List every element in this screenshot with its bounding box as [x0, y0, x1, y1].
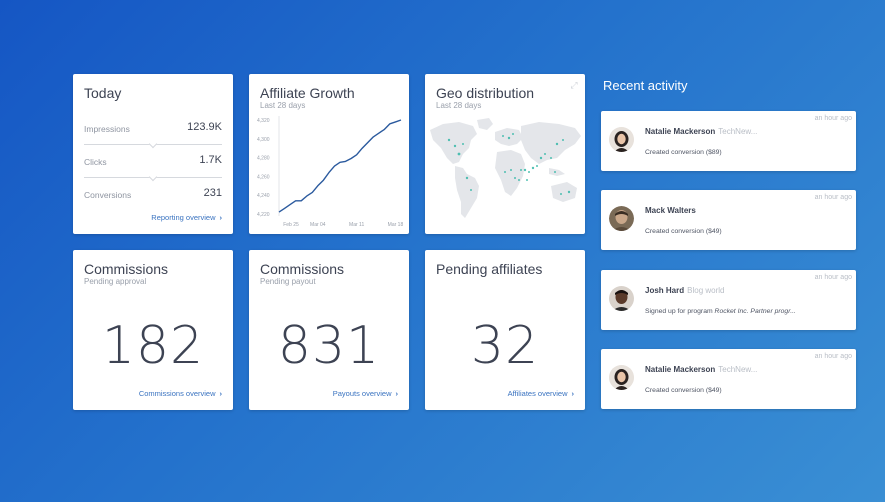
program-name: Rocket Inc. Partner progr... [714, 308, 796, 315]
user-name: Natalie Mackerson [645, 365, 716, 374]
user-name: Natalie Mackerson [645, 127, 716, 136]
avatar [609, 365, 634, 390]
card-subtitle: Pending payout [260, 277, 316, 286]
y-tick-label: 4,220 [257, 212, 270, 218]
growth-line-chart: 4,220 4,240 4,260 4,280 4,300 4,320 Feb 25 Mar … [257, 116, 404, 228]
stat-conversions: Conversions 231 [84, 187, 222, 201]
pending-affiliates-count: 32 [470, 316, 540, 376]
desc-text: Signed up for program [645, 308, 715, 315]
affiliate-growth-card: Affiliate Growth Last 28 days 4,220 4,240… [249, 74, 409, 234]
activity-name: Mack Walters [645, 206, 699, 215]
activity-item[interactable]: an hour ago Natalie Mackerson TechNew... … [601, 111, 856, 171]
map-region-greenland [477, 118, 493, 130]
company-name: Blog world [687, 286, 725, 295]
card-title: Pending affiliates [436, 261, 543, 277]
commissions-approval-card: Commissions Pending approval 182 Commiss… [73, 250, 233, 410]
divider-notch [148, 172, 158, 182]
stat-impressions: Impressions 123.9K [84, 121, 222, 135]
y-tick-label: 4,320 [257, 118, 270, 124]
avatar [609, 286, 634, 311]
map-region-se-asia [549, 168, 565, 176]
expand-icon[interactable]: ⤢ [570, 80, 578, 90]
geo-subtitle: Last 28 days [436, 101, 482, 110]
x-tick-label: Mar 04 [310, 222, 326, 228]
payouts-overview-link[interactable]: Payouts overview › [333, 389, 398, 398]
geo-title: Geo distribution [436, 85, 535, 101]
commissions-approval-count: 182 [101, 316, 205, 376]
stat-label: Impressions [84, 124, 130, 134]
stat-value: 123.9K [187, 121, 222, 133]
map-region-africa [495, 150, 525, 196]
x-tick-label: Mar 11 [349, 222, 364, 228]
company-name: TechNew... [718, 365, 758, 374]
chevron-right-icon: › [219, 213, 223, 222]
activity-item[interactable]: an hour ago Josh Hard Blog world Signed u… [601, 270, 856, 330]
stat-value: 1.7K [199, 154, 222, 166]
activity-name: Josh Hard Blog world [645, 286, 724, 295]
link-label: Payouts overview [332, 389, 392, 398]
map-region-north-america [430, 122, 477, 164]
card-subtitle: Pending approval [84, 277, 147, 286]
card-title: Commissions [84, 261, 169, 277]
chevron-right-icon: › [219, 389, 223, 398]
activity-description: Created conversion ($89) [645, 149, 722, 156]
user-name: Josh Hard [645, 286, 685, 295]
y-tick-label: 4,300 [257, 137, 270, 143]
stat-value: 231 [203, 187, 222, 199]
series-line [278, 119, 402, 213]
card-title: Commissions [260, 261, 345, 277]
activity-description: Created conversion ($49) [645, 387, 722, 394]
recent-activity-title: Recent activity [603, 78, 688, 93]
affiliates-overview-link[interactable]: Affiliates overview › [508, 389, 574, 398]
geo-distribution-card: Geo distribution Last 28 days ⤢ [425, 74, 585, 234]
commissions-payout-count: 831 [277, 316, 381, 376]
activity-time: an hour ago [814, 194, 852, 201]
reporting-overview-link[interactable]: Reporting overview › [151, 213, 222, 222]
today-card: Today Impressions 123.9K Clicks 1.7K Con… [73, 74, 233, 234]
map-dots [447, 133, 571, 195]
y-tick-label: 4,260 [257, 174, 270, 180]
activity-time: an hour ago [814, 115, 852, 122]
x-tick-label: Mar 18 [388, 222, 404, 228]
company-name: TechNew... [718, 127, 758, 136]
commissions-payout-card: Commissions Pending payout 831 Payouts o… [249, 250, 409, 410]
world-map [430, 118, 581, 218]
y-tick-label: 4,280 [257, 156, 270, 162]
user-name: Mack Walters [645, 206, 696, 215]
avatar [609, 127, 634, 152]
map-region-south-america [455, 166, 479, 218]
link-label: Affiliates overview [507, 389, 568, 398]
map-region-asia [521, 122, 581, 164]
today-title: Today [84, 85, 122, 101]
activity-time: an hour ago [814, 274, 852, 281]
x-tick-label: Feb 25 [283, 222, 299, 228]
activity-time: an hour ago [814, 353, 852, 360]
activity-item[interactable]: an hour ago Mack Walters Created convers… [601, 190, 856, 250]
activity-item[interactable]: an hour ago Natalie Mackerson TechNew... … [601, 349, 856, 409]
chevron-right-icon: › [571, 389, 575, 398]
avatar [609, 206, 634, 231]
activity-description: Created conversion ($49) [645, 228, 722, 235]
commissions-overview-link[interactable]: Commissions overview › [139, 389, 222, 398]
growth-title: Affiliate Growth [260, 85, 355, 101]
divider-notch [148, 139, 158, 149]
y-tick-label: 4,240 [257, 193, 270, 199]
stat-label: Clicks [84, 157, 107, 167]
growth-subtitle: Last 28 days [260, 101, 306, 110]
stat-clicks: Clicks 1.7K [84, 154, 222, 168]
activity-name: Natalie Mackerson TechNew... [645, 127, 757, 136]
activity-description: Signed up for program Rocket Inc. Partne… [645, 308, 796, 315]
activity-name: Natalie Mackerson TechNew... [645, 365, 757, 374]
map-region-australia [551, 182, 577, 202]
stat-label: Conversions [84, 190, 132, 200]
link-label: Reporting overview [151, 213, 216, 222]
chevron-right-icon: › [395, 389, 399, 398]
link-label: Commissions overview [138, 389, 216, 398]
pending-affiliates-card: Pending affiliates 32 Affiliates overvie… [425, 250, 585, 410]
